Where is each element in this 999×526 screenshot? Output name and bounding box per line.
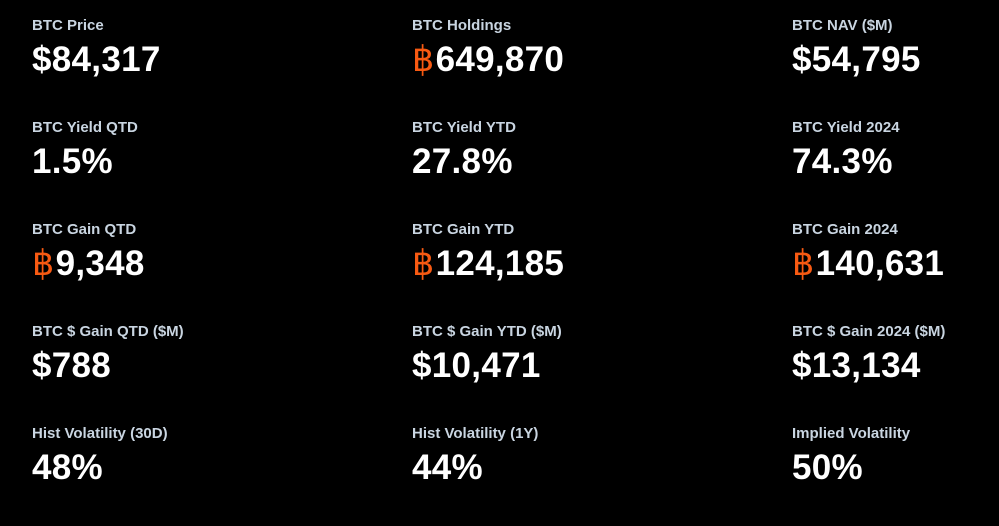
stat-value-text: 1.5% <box>32 142 113 181</box>
stat-label: BTC NAV ($M) <box>792 17 893 34</box>
stat-value: 74.3% <box>792 138 999 186</box>
stat-value-text: $13,134 <box>792 346 921 385</box>
stat-value: 1.5% <box>32 138 412 186</box>
stat-implied-volatility: Implied Volatility 50% <box>792 424 999 526</box>
stat-label: BTC Gain QTD <box>32 221 137 238</box>
stat-btc-nav-m: BTC NAV ($M) $54,795 <box>792 16 999 118</box>
stat-label: Hist Volatility (30D) <box>32 425 168 442</box>
stat-label: BTC Holdings <box>412 17 512 34</box>
bitcoin-icon: ฿ <box>32 244 55 283</box>
stat-value-text: 50% <box>792 448 863 487</box>
stat-label: BTC $ Gain YTD ($M) <box>412 323 562 340</box>
stat-btc-gain-ytd: BTC Gain YTD ฿124,185 <box>412 220 792 322</box>
stat-value: $788 <box>32 342 412 390</box>
stat-btc-yield-ytd: BTC Yield YTD 27.8% <box>412 118 792 220</box>
stat-value: ฿9,348 <box>32 240 412 288</box>
stat-label: BTC Gain YTD <box>412 221 515 238</box>
stat-label: BTC Gain 2024 <box>792 221 898 238</box>
stat-value: ฿140,631 <box>792 240 999 288</box>
stat-value: ฿124,185 <box>412 240 792 288</box>
stat-value: $10,471 <box>412 342 792 390</box>
stat-btc-price: BTC Price $84,317 <box>32 16 412 118</box>
stat-btc-yield-2024: BTC Yield 2024 74.3% <box>792 118 999 220</box>
stat-btc-gain-2024-m: BTC $ Gain 2024 ($M) $13,134 <box>792 322 999 424</box>
stat-hist-volatility-30d: Hist Volatility (30D) 48% <box>32 424 412 526</box>
stat-value: $84,317 <box>32 36 412 84</box>
stat-label: BTC Price <box>32 17 104 34</box>
bitcoin-icon: ฿ <box>412 244 435 283</box>
bitcoin-icon: ฿ <box>412 40 435 79</box>
stat-btc-gain-qtd: BTC Gain QTD ฿9,348 <box>32 220 412 322</box>
stat-value: 50% <box>792 444 999 492</box>
stat-btc-gain-qtd-m: BTC $ Gain QTD ($M) $788 <box>32 322 412 424</box>
stat-value: 27.8% <box>412 138 792 186</box>
stat-btc-gain-2024: BTC Gain 2024 ฿140,631 <box>792 220 999 322</box>
stat-btc-yield-qtd: BTC Yield QTD 1.5% <box>32 118 412 220</box>
stat-label: BTC Yield YTD <box>412 119 516 136</box>
stat-btc-gain-ytd-m: BTC $ Gain YTD ($M) $10,471 <box>412 322 792 424</box>
stat-btc-holdings: BTC Holdings ฿649,870 <box>412 16 792 118</box>
stat-value-text: 27.8% <box>412 142 513 181</box>
stat-value: $54,795 <box>792 36 999 84</box>
stat-value-text: 48% <box>32 448 103 487</box>
stats-grid: BTC Price $84,317 BTC Holdings ฿649,870 BTC … <box>32 16 999 526</box>
stat-value-text: 74.3% <box>792 142 893 181</box>
stat-value-text: 649,870 <box>435 40 565 79</box>
stat-label: BTC Yield 2024 <box>792 119 900 136</box>
stat-value-text: $10,471 <box>412 346 541 385</box>
stat-label: BTC Yield QTD <box>32 119 138 136</box>
stat-value: 48% <box>32 444 412 492</box>
stat-value: ฿649,870 <box>412 36 792 84</box>
stat-value-text: $788 <box>32 346 112 385</box>
stat-label: BTC $ Gain 2024 ($M) <box>792 323 946 340</box>
stat-label: Implied Volatility <box>792 425 911 442</box>
stat-value-text: $54,795 <box>792 40 921 79</box>
bitcoin-icon: ฿ <box>792 244 815 283</box>
stat-value-text: 44% <box>412 448 483 487</box>
stat-value: $13,134 <box>792 342 999 390</box>
stat-value-text: $84,317 <box>32 40 161 79</box>
stat-value-text: 140,631 <box>815 244 945 283</box>
stat-value: 44% <box>412 444 792 492</box>
stat-value-text: 124,185 <box>435 244 565 283</box>
stat-value-text: 9,348 <box>55 244 145 283</box>
stat-label: Hist Volatility (1Y) <box>412 425 539 442</box>
stat-label: BTC $ Gain QTD ($M) <box>32 323 184 340</box>
stat-hist-volatility-1y: Hist Volatility (1Y) 44% <box>412 424 792 526</box>
